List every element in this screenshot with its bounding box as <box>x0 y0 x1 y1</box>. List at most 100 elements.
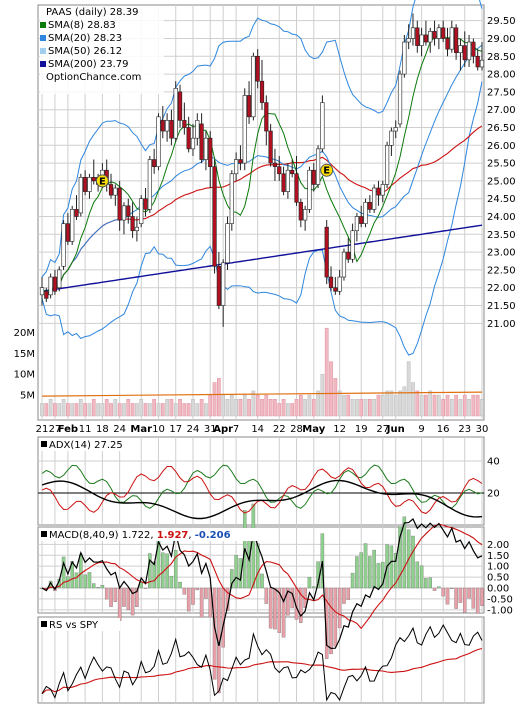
candle-body <box>298 201 303 221</box>
candle-body <box>44 290 49 299</box>
candle-body <box>432 31 437 39</box>
candle-body <box>134 226 140 232</box>
macd-histogram-bar <box>66 576 70 589</box>
volume-bar <box>156 403 161 417</box>
adx-title: ADX(14) 27.25 <box>49 440 123 451</box>
macd-sep: , <box>188 530 194 541</box>
candle-body <box>74 209 79 217</box>
volume-bar <box>152 399 157 417</box>
price-tick-label: 24.50 <box>487 194 516 205</box>
volume-bars <box>40 327 484 694</box>
candle-body <box>397 73 403 125</box>
legend: PAAS (daily) 28.39 SMA(8) 28.83 SMA(20) … <box>40 6 164 94</box>
volume-bar <box>195 403 200 417</box>
macd-histogram-bar <box>454 587 458 609</box>
volume-tick-label: 10M <box>14 370 35 381</box>
candle-body <box>225 223 230 264</box>
candle-body <box>182 120 187 128</box>
macd-histogram-bar <box>428 577 432 589</box>
volume-bar <box>480 399 484 417</box>
candle-body <box>402 41 407 75</box>
date-tick-label: 17 <box>169 424 182 435</box>
volume-bar <box>307 394 312 417</box>
volume-bar <box>333 378 338 417</box>
legend-swatch-sma8 <box>40 22 46 28</box>
macd-histogram-bar <box>186 587 191 612</box>
volume-bar <box>281 399 286 417</box>
volume-bar <box>147 403 152 417</box>
volume-bar <box>467 399 471 417</box>
date-tick-label: 12 <box>333 424 346 435</box>
volume-bar <box>428 390 433 417</box>
volume-bar <box>398 390 402 417</box>
candle-body <box>152 159 157 167</box>
volume-bar <box>44 403 49 417</box>
legend-watermark: OptionChance.com <box>46 72 141 83</box>
candle-body <box>117 187 122 221</box>
candle-body <box>333 287 338 292</box>
volume-bar <box>475 394 480 417</box>
candle-body <box>65 223 70 242</box>
volume-bar <box>113 399 118 417</box>
volume-bar <box>402 386 407 417</box>
candle-body <box>346 251 351 260</box>
volume-bar <box>109 403 113 417</box>
volume-bar <box>372 399 377 417</box>
volume-bar <box>406 361 411 417</box>
volume-bar <box>53 403 57 417</box>
candle-body <box>462 45 467 61</box>
macd-histogram-bar <box>320 533 325 589</box>
macd-histogram-bar <box>450 587 454 589</box>
macd-histogram-bar <box>359 552 363 589</box>
price-tick-label: 25.00 <box>487 176 516 187</box>
volume-bar <box>294 399 299 417</box>
volume-bar <box>445 394 450 417</box>
macd-signal-value: 1.927 <box>157 530 189 541</box>
candle-body <box>320 102 325 150</box>
volume-bar <box>70 403 75 417</box>
candle-body <box>259 80 265 103</box>
macd-histogram-bar <box>393 553 398 589</box>
candle-body <box>216 266 221 306</box>
candle-body <box>160 120 165 132</box>
candle-body <box>479 59 485 68</box>
macd-histogram-bar <box>411 535 415 589</box>
macd-histogram-bar <box>148 553 152 589</box>
volume-bar <box>126 399 131 417</box>
candle-body <box>61 223 66 267</box>
date-tick-label: Mar <box>130 424 152 435</box>
candle-body <box>393 127 398 132</box>
macd-histogram-bar <box>376 563 381 589</box>
earnings-marker-icon <box>95 174 109 188</box>
price-tick-label: 21.50 <box>487 301 516 312</box>
volume-bar <box>290 403 295 417</box>
volume-bar <box>415 390 420 417</box>
volume-bar <box>346 394 351 417</box>
candle-body <box>415 27 420 46</box>
volume-bar <box>359 399 364 417</box>
price-tick-label: 23.50 <box>487 230 516 241</box>
volume-bar <box>130 403 135 417</box>
date-tick-label: Jun <box>386 424 405 435</box>
volume-bar <box>169 399 174 417</box>
candle-body <box>91 177 96 182</box>
volume-bar <box>139 399 144 417</box>
macd-histogram-bar <box>350 572 355 589</box>
volume-bar <box>329 361 333 417</box>
macd-histogram-bar <box>273 587 277 630</box>
price-tick-label: 22.00 <box>487 283 516 294</box>
candle-body <box>458 45 463 54</box>
macd-histogram-bar <box>441 587 445 597</box>
candle-body <box>475 55 480 68</box>
candle-body <box>203 137 209 160</box>
candle-body <box>199 123 204 160</box>
volume-bar <box>204 403 208 417</box>
volume-bar <box>393 394 398 417</box>
candle-body <box>419 34 424 46</box>
date-tick-label: 24 <box>187 424 200 435</box>
macd-histogram-bar <box>419 565 424 589</box>
volume-bar <box>199 399 204 417</box>
price-tick-label: 23.00 <box>487 248 516 259</box>
rs-panel-frame <box>37 616 485 704</box>
candle-body <box>384 144 390 185</box>
